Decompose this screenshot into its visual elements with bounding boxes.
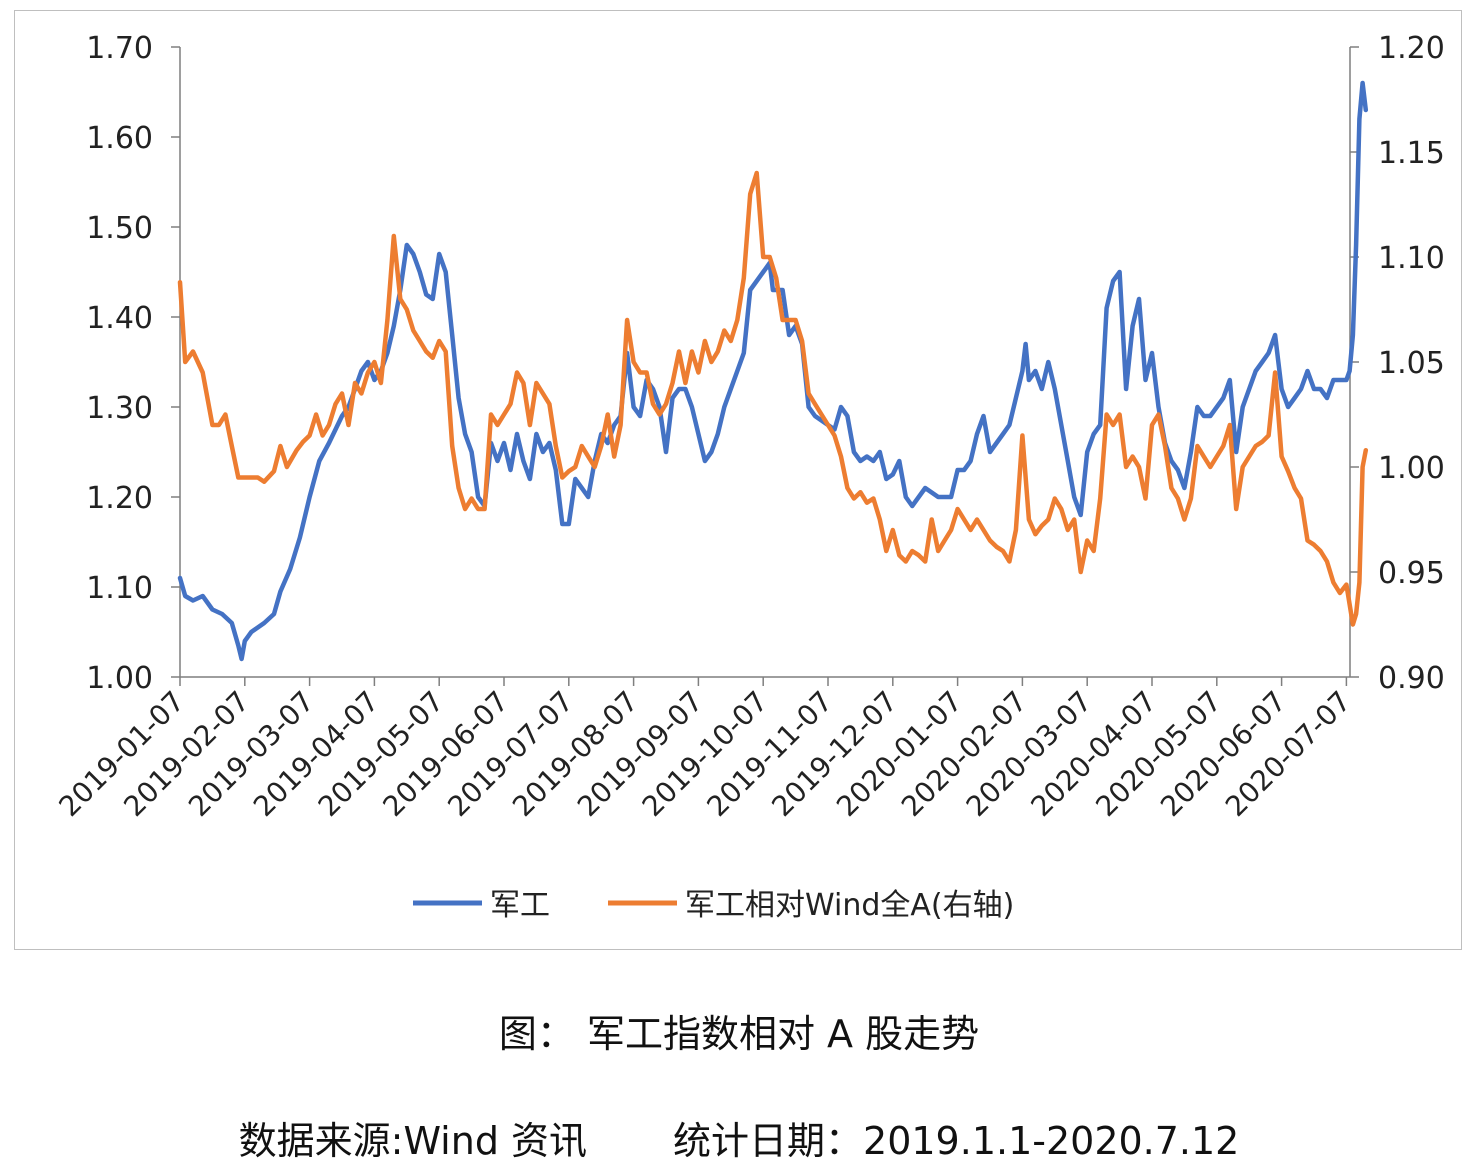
left-axis-tick-label: 1.30	[86, 391, 153, 426]
left-axis-tick-label: 1.40	[86, 301, 153, 336]
left-axis: 1.00 1.10 1.20 1.30 1.40 1.50 1.60 1.70	[86, 31, 181, 696]
legend-label-relative: 军工相对Wind全A(右轴)	[685, 888, 1014, 923]
left-axis-tick-label: 1.70	[86, 31, 153, 66]
right-axis-tick-label: 1.00	[1378, 451, 1445, 486]
chart-frame	[14, 10, 1462, 950]
data-source-text: 数据来源:Wind 资讯	[238, 1119, 588, 1163]
right-axis-tick-label: 1.05	[1378, 346, 1445, 381]
series-layer	[177, 80, 1369, 662]
right-axis-tick-label: 1.10	[1378, 241, 1445, 276]
chart-caption-title: 图： 军工指数相对 A 股走势	[498, 1012, 980, 1056]
right-axis-tick-label: 0.90	[1378, 661, 1445, 696]
left-axis-tick-label: 1.20	[86, 481, 153, 516]
chart-caption-source: 数据来源:Wind 资讯 统计日期：2019.1.1-2020.7.12	[0, 1110, 1478, 1165]
right-axis: 0.90 0.95 1.00 1.05 1.10 1.15 1.20	[1349, 31, 1445, 696]
legend-label-military: 军工	[490, 888, 550, 923]
left-axis-tick-label: 1.00	[86, 661, 153, 696]
left-axis-tick-label: 1.60	[86, 121, 153, 156]
series-line-relative	[177, 170, 1369, 627]
left-axis-tick-label: 1.50	[86, 211, 153, 246]
x-axis: 2019-01-072019-02-072019-03-072019-04-07…	[53, 676, 1357, 823]
right-axis-tick-label: 1.20	[1378, 31, 1445, 66]
right-axis-tick-label: 0.95	[1378, 556, 1445, 591]
left-axis-tick-label: 1.10	[86, 571, 153, 606]
legend: 军工 军工相对Wind全A(右轴)	[413, 888, 1014, 923]
right-axis-tick-label: 1.15	[1378, 136, 1445, 171]
stat-date-text: 统计日期：2019.1.1-2020.7.12	[673, 1119, 1240, 1163]
series-line-military	[177, 80, 1369, 662]
